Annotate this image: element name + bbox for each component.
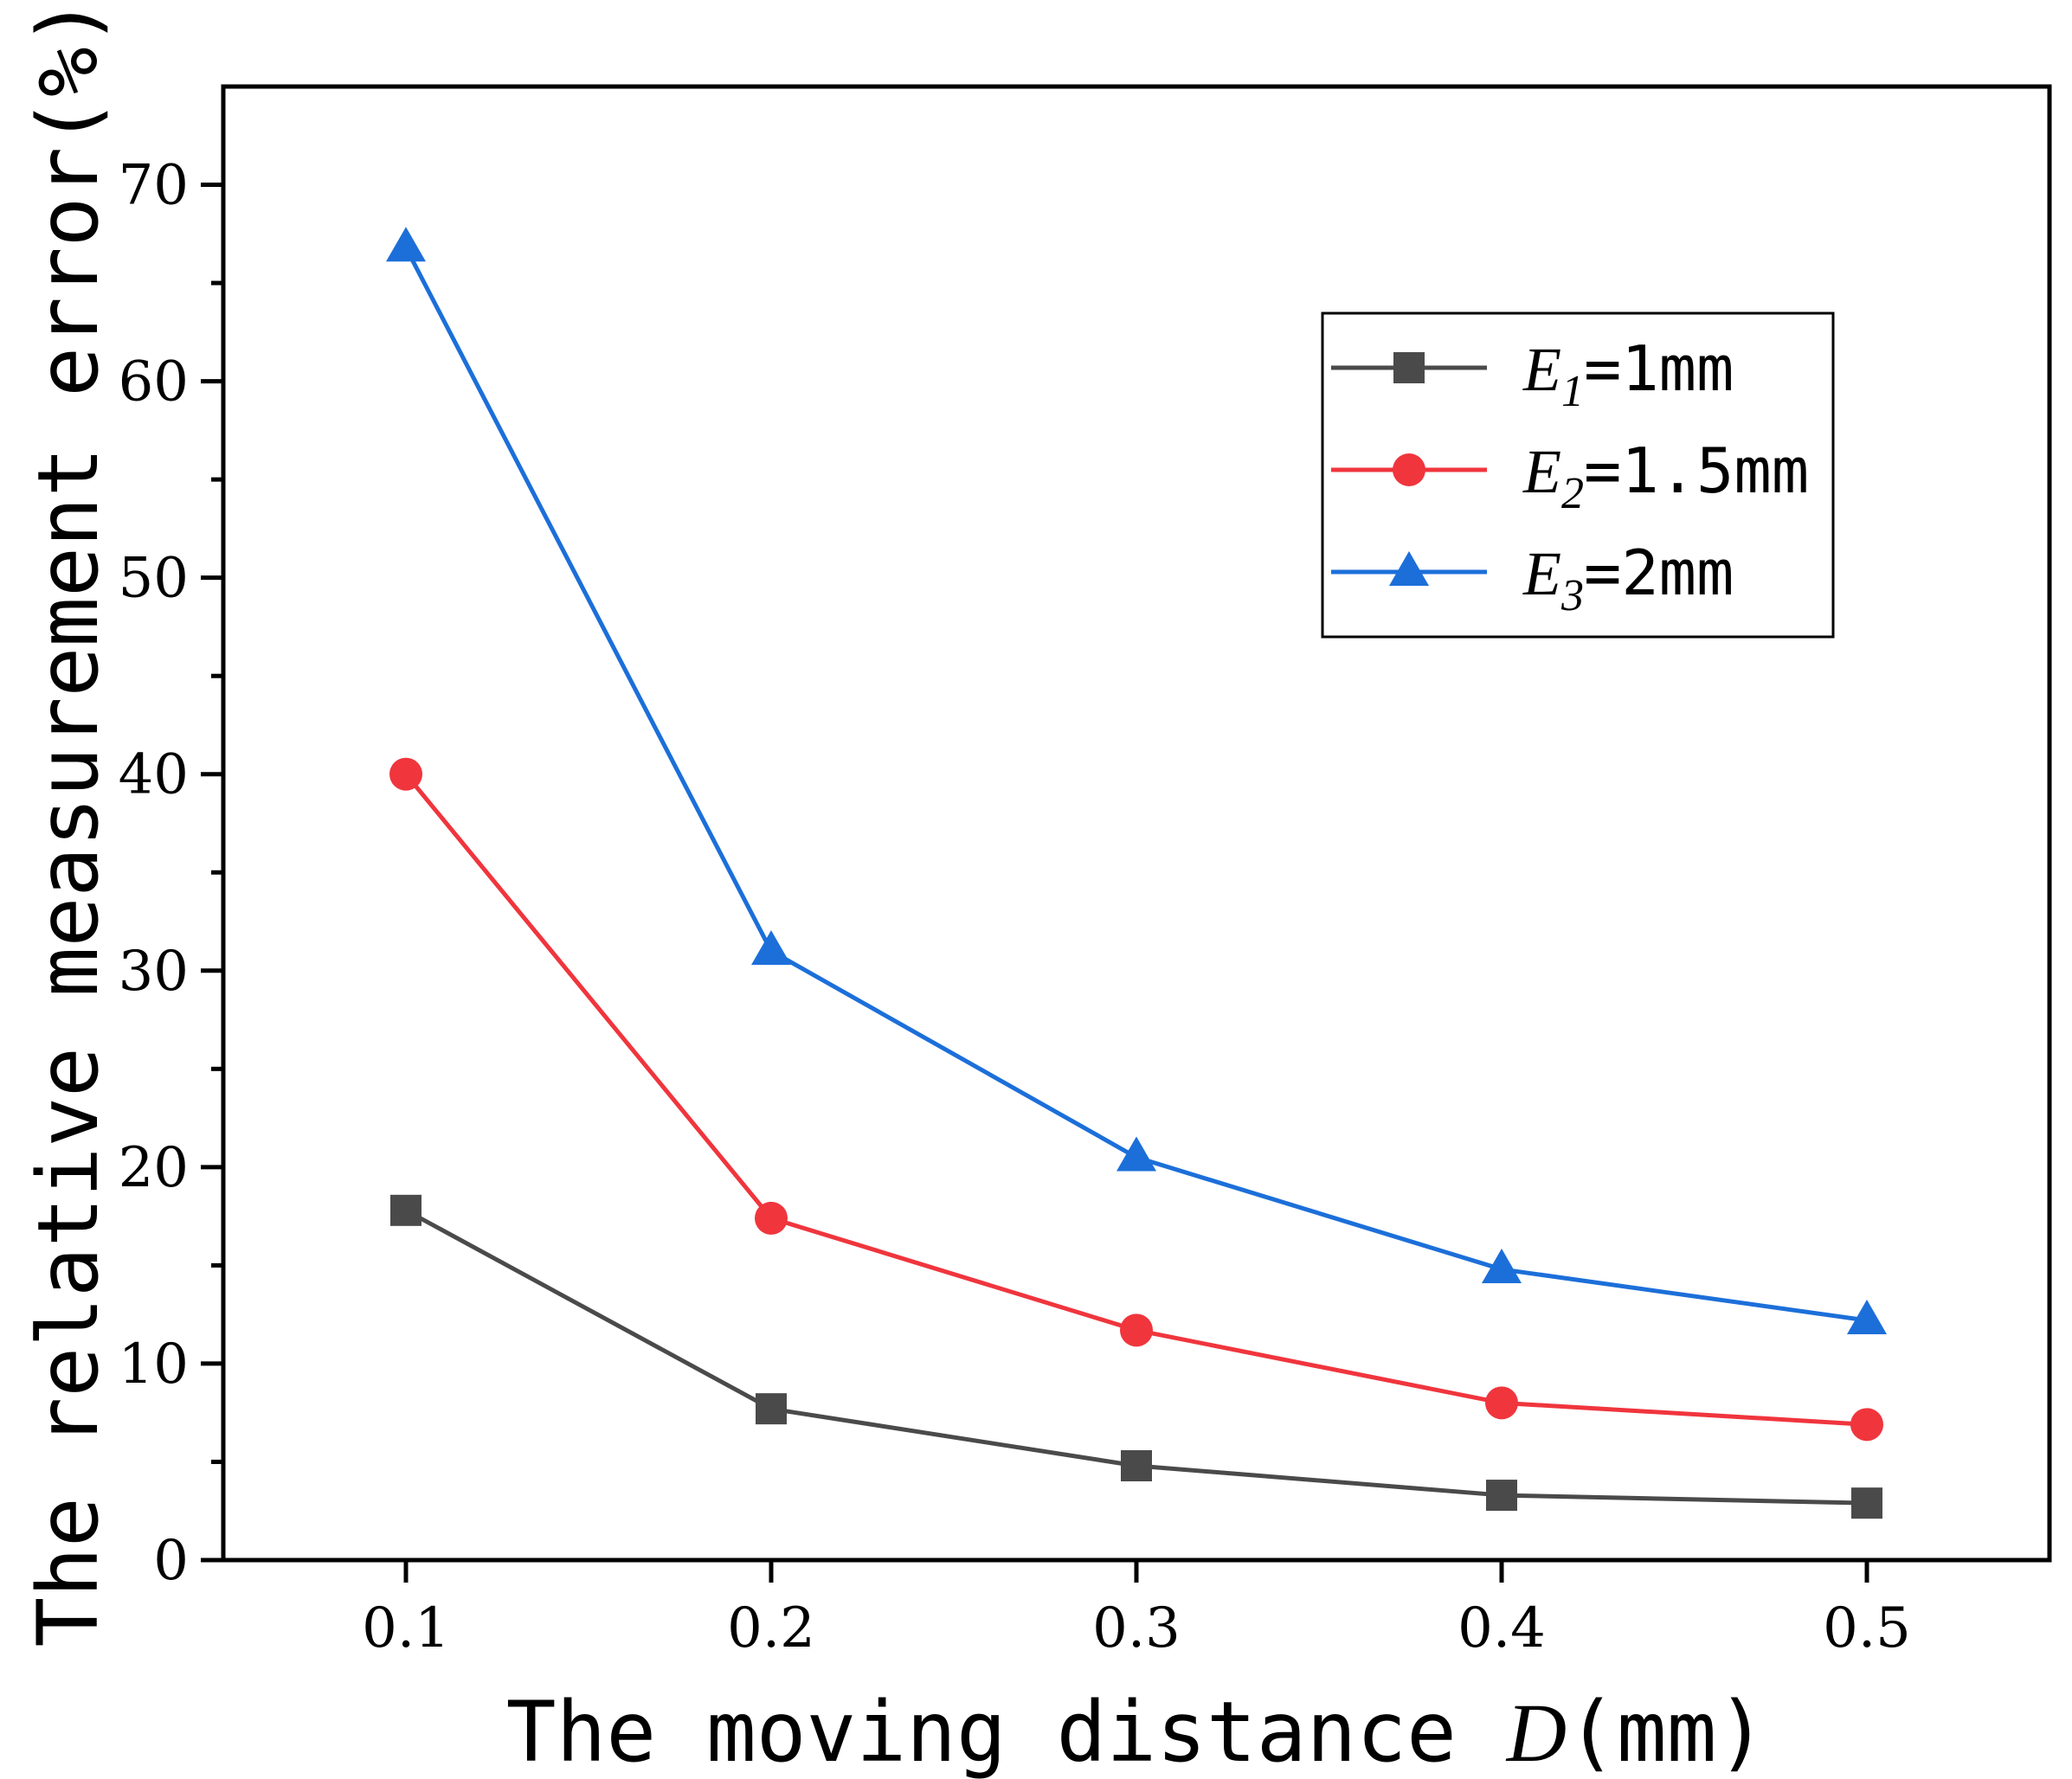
legend-item: E2=1.5mm	[1331, 434, 1809, 518]
legend-item: E1=1mm	[1331, 332, 1734, 416]
data-point	[1121, 1450, 1152, 1482]
legend-item: E3=2mm	[1331, 536, 1734, 620]
x-axis-title: The moving distance D(mm)	[506, 1684, 1766, 1779]
y-tick-label: 50	[119, 547, 189, 611]
legend-marker	[1389, 551, 1429, 586]
data-point	[751, 930, 791, 966]
data-point	[389, 757, 422, 791]
data-point	[386, 227, 426, 262]
series-1	[390, 1194, 1882, 1519]
y-tick-label: 70	[119, 154, 189, 218]
data-point	[1485, 1386, 1518, 1420]
data-point	[756, 1393, 787, 1425]
series-layer	[386, 227, 1887, 1519]
x-axis-title-variable: D	[1505, 1686, 1567, 1779]
x-axis: 0.1 0.2 0.3 0.4 0.5	[362, 1560, 1911, 1660]
x-axis-title-prefix: The moving distance	[506, 1684, 1507, 1779]
data-point	[1486, 1480, 1517, 1512]
y-tick-label: 30	[119, 940, 189, 1004]
legend-label: E1=1mm	[1522, 332, 1734, 416]
y-tick-label: 60	[119, 350, 189, 414]
data-point	[1482, 1248, 1522, 1283]
legend-marker	[1393, 352, 1425, 383]
y-axis: 0 10 20 30 40 50 60 70	[119, 154, 223, 1593]
data-point	[1851, 1487, 1882, 1519]
legend: E1=1mm E2=1.5mm E3=2mm	[1321, 311, 1835, 639]
x-tick-label: 0.1	[362, 1596, 450, 1660]
legend-marker	[1393, 453, 1425, 486]
y-tick-label: 10	[119, 1333, 189, 1397]
y-axis-title: The relative measurement error(%)	[20, 0, 117, 1647]
series-2	[389, 757, 1883, 1442]
x-tick-label: 0.4	[1457, 1596, 1546, 1660]
series-3	[386, 227, 1887, 1334]
y-tick-label: 20	[119, 1136, 189, 1200]
x-tick-label: 0.3	[1092, 1596, 1181, 1660]
x-tick-label: 0.5	[1823, 1596, 1911, 1660]
legend-label: E3=2mm	[1522, 536, 1734, 620]
data-point	[1850, 1408, 1883, 1442]
data-point	[755, 1201, 788, 1235]
data-point	[1120, 1313, 1153, 1347]
data-point	[390, 1194, 421, 1226]
x-tick-label: 0.2	[727, 1596, 815, 1660]
y-tick-label: 40	[119, 743, 189, 807]
legend-label: E2=1.5mm	[1522, 434, 1809, 518]
data-point	[1116, 1136, 1156, 1172]
x-axis-title-unit: (mm)	[1567, 1684, 1766, 1779]
data-point	[1847, 1299, 1887, 1334]
y-tick-label: 0	[153, 1529, 189, 1593]
